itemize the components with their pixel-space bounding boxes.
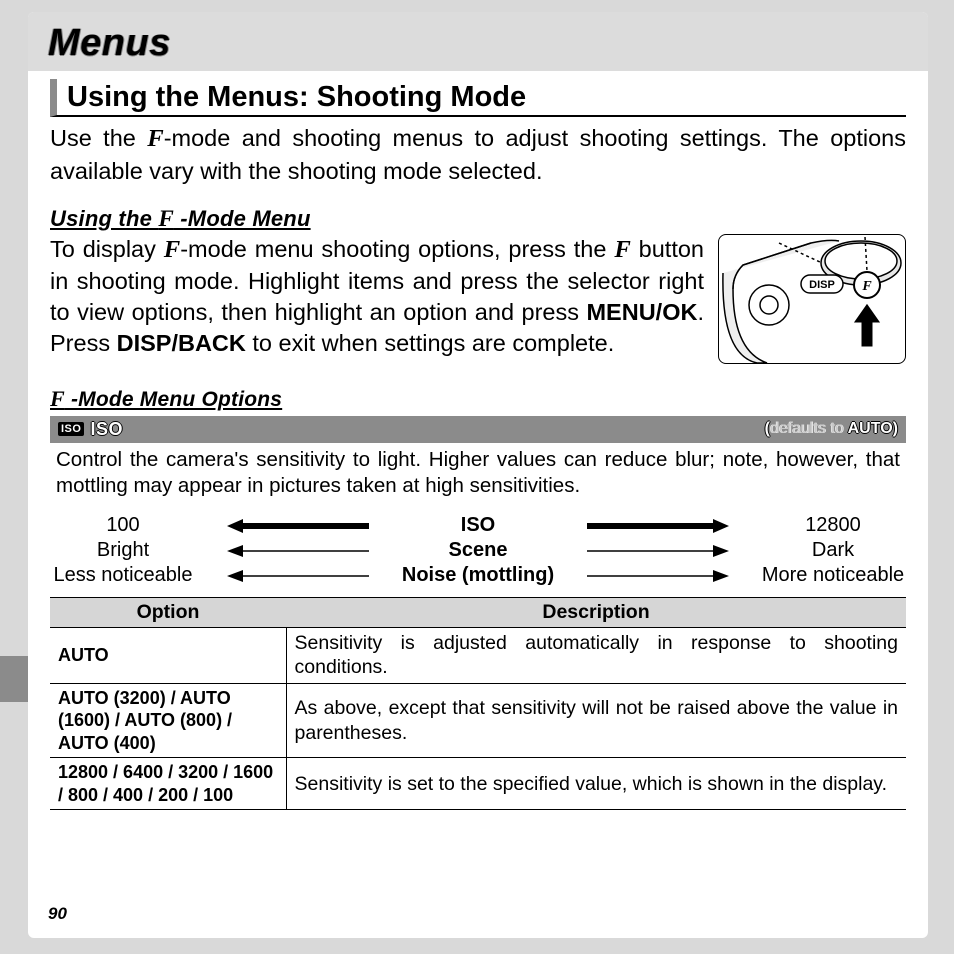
range-mid: ISO [378, 514, 578, 537]
iso-range-diagram: 100 ISO 12800 Bright Scene Dark Less not… [50, 514, 906, 587]
iso-defaults: (defaults to AUTO) [765, 420, 898, 438]
fmenu-b5: to exit when settings are complete. [246, 330, 614, 356]
arrow-left-icon [218, 569, 378, 583]
col-description: Description [286, 598, 906, 628]
iso-badge-icon: ISO [58, 422, 84, 436]
table-header-row: Option Description [50, 598, 906, 628]
iso-header-bar: ISO ISO (defaults to AUTO) [50, 416, 906, 443]
f-mode-glyph-icon: F [164, 236, 180, 263]
iso-options-table: Option Description AUTO Sensitivity is a… [50, 597, 906, 810]
camera-illustration: DISP F [718, 234, 906, 364]
desc-cell: As above, except that sensitivity will n… [286, 683, 906, 758]
fmenu-title-post: -Mode Menu [174, 206, 311, 231]
f-button-icon: F [861, 279, 872, 294]
page-title: Menus [48, 22, 908, 65]
arrow-right-thick-icon [578, 518, 738, 534]
iso-label: ISO [90, 419, 123, 440]
range-right: Dark [738, 539, 928, 562]
menu-ok-label: MENU/OK [586, 299, 697, 325]
arrow-left-thick-icon [218, 518, 378, 534]
range-left: Bright [28, 539, 218, 562]
table-row: AUTO Sensitivity is adjusted automatical… [50, 628, 906, 684]
range-mid: Scene [378, 539, 578, 562]
f-mode-glyph-icon: F [50, 386, 65, 411]
press-arrow-icon [853, 303, 881, 347]
defaults-word: defaults to [770, 420, 844, 437]
intro-post: -mode and shooting menus to adjust shoot… [50, 125, 906, 184]
f-mode-glyph-icon: F [147, 125, 163, 152]
desc-cell: Sensitivity is set to the specified valu… [286, 758, 906, 810]
table-row: AUTO (3200) / AUTO (1600) / AUTO (800) /… [50, 683, 906, 758]
arrow-left-icon [218, 544, 378, 558]
table-row: 12800 / 6400 / 3200 / 1600 / 800 / 400 /… [50, 758, 906, 810]
fmode-body: To display F-mode menu shooting options,… [50, 234, 704, 360]
range-right: More noticeable [738, 564, 928, 587]
iso-description: Control the camera's sensitivity to ligh… [50, 443, 906, 510]
page-header: Menus [28, 12, 928, 71]
page-number: 90 [48, 904, 67, 924]
arrow-right-icon [578, 569, 738, 583]
opts-title-post: -Mode Menu Options [65, 388, 282, 411]
section-intro: Use the F-mode and shooting menus to adj… [50, 123, 906, 187]
range-left: 100 [28, 514, 218, 537]
range-mid: Noise (mottling) [378, 564, 578, 587]
side-tab [0, 656, 28, 702]
intro-pre: Use the [50, 125, 147, 151]
fmode-options-heading: F -Mode Menu Options [50, 386, 906, 412]
arrow-right-icon [578, 544, 738, 558]
fmenu-b1: To display [50, 236, 164, 262]
fmenu-b2: -mode menu shooting options, press the [180, 236, 614, 262]
range-right: 12800 [738, 514, 928, 537]
manual-page: Menus Using the Menus: Shooting Mode Use… [28, 12, 928, 938]
col-option: Option [50, 598, 286, 628]
desc-cell: Sensitivity is adjusted automatically in… [286, 628, 906, 684]
range-left: Less noticeable [28, 564, 218, 587]
disp-label-text: DISP [809, 279, 835, 291]
option-cell: 12800 / 6400 / 3200 / 1600 / 800 / 400 /… [50, 758, 286, 810]
option-cell: AUTO [50, 628, 286, 684]
disp-back-label: DISP/BACK [117, 330, 246, 356]
f-mode-glyph-icon: F [614, 236, 630, 263]
option-cell: AUTO (3200) / AUTO (1600) / AUTO (800) /… [50, 683, 286, 758]
fmenu-title-pre: Using the [50, 206, 158, 231]
f-mode-glyph-icon: F [158, 205, 174, 231]
defaults-value: AUTO [848, 420, 893, 437]
section-title: Using the Menus: Shooting Mode [50, 79, 906, 117]
fmode-menu-heading: Using the F -Mode Menu [50, 205, 906, 232]
